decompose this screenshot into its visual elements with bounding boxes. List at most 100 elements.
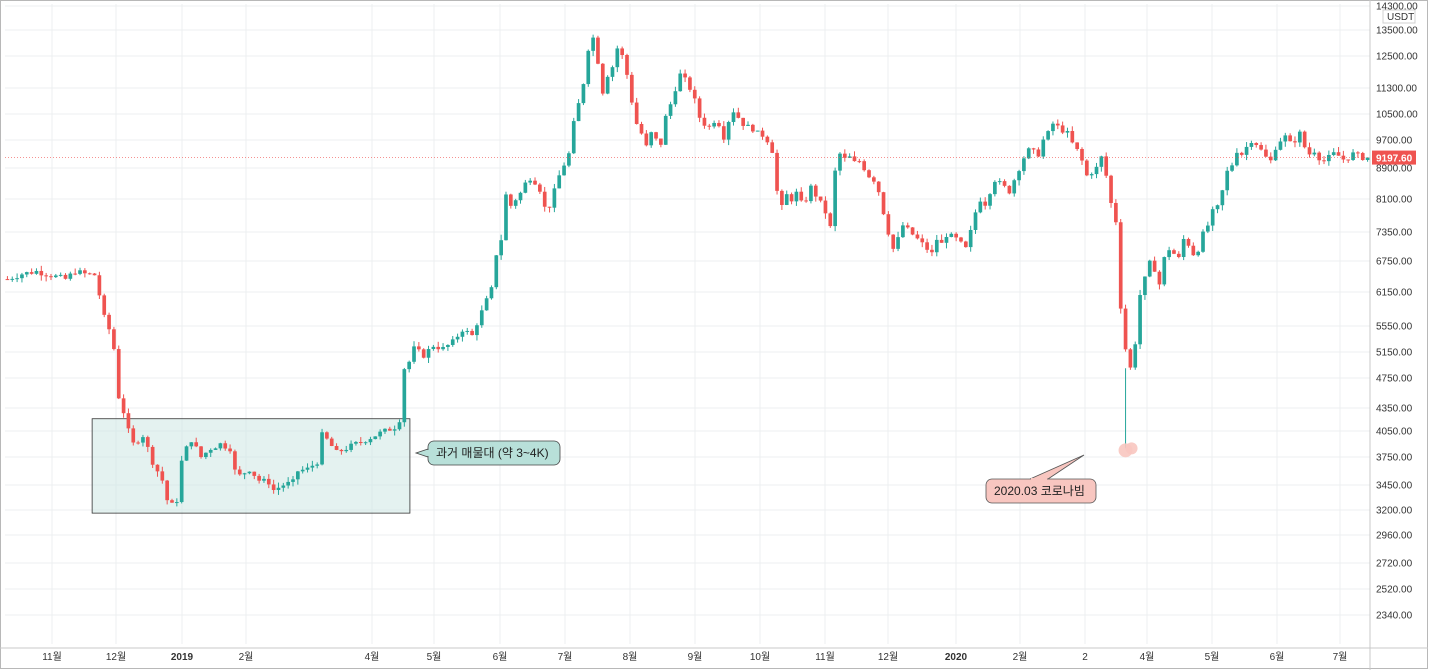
candle-body xyxy=(136,442,140,444)
candle-body xyxy=(305,467,310,470)
candle-body xyxy=(881,192,886,215)
candle-body xyxy=(1230,165,1234,171)
candle-body xyxy=(450,339,455,345)
candle-body xyxy=(73,273,78,275)
candle-body xyxy=(1365,157,1370,160)
candle-body xyxy=(896,237,900,249)
candle-body xyxy=(997,181,1002,183)
candle-body xyxy=(717,122,721,127)
candle-body xyxy=(852,156,857,162)
candle-body xyxy=(475,325,479,336)
candle-body xyxy=(842,153,847,158)
y-tick-label: 13500.00 xyxy=(1376,26,1418,37)
candle-body xyxy=(760,130,765,137)
candle-body xyxy=(44,275,48,277)
candle-body xyxy=(1041,139,1046,157)
candle-body xyxy=(538,184,542,192)
candle-body xyxy=(1312,152,1317,155)
candle-body xyxy=(828,213,833,227)
candle-body xyxy=(692,89,697,99)
candle-body xyxy=(1099,156,1104,167)
x-tick-label: 2월 xyxy=(1013,651,1028,663)
candle-body xyxy=(53,275,58,278)
y-tick-label: 6150.00 xyxy=(1376,288,1413,299)
candle-body xyxy=(547,206,552,208)
candle-body xyxy=(310,465,315,468)
support-callout-pointer xyxy=(414,448,429,458)
candle-body xyxy=(373,436,378,440)
candle-body xyxy=(1215,205,1220,210)
candle-body xyxy=(770,142,775,153)
candle-body xyxy=(383,428,387,432)
candle-body xyxy=(252,471,257,476)
x-tick-label: 11월 xyxy=(815,651,835,663)
candle-body xyxy=(1147,260,1152,277)
candle-body xyxy=(387,428,392,431)
y-tick-label: 11300.00 xyxy=(1376,84,1417,95)
candle-body xyxy=(1225,170,1230,191)
candle-body xyxy=(1297,131,1302,143)
candle-body xyxy=(1254,143,1259,146)
candle-body xyxy=(1036,149,1041,157)
x-tick-label: 10월 xyxy=(750,651,770,663)
candle-body xyxy=(663,115,668,145)
candle-body xyxy=(174,502,179,504)
candle-body xyxy=(576,103,581,122)
currency-label: USDT xyxy=(1387,12,1414,23)
candle-body xyxy=(1167,250,1171,258)
candle-body xyxy=(518,192,523,201)
y-tick-label: 8900.00 xyxy=(1376,164,1413,175)
y-tick-label: 5150.00 xyxy=(1376,348,1413,359)
candle-body xyxy=(1360,153,1365,160)
candle-body xyxy=(915,234,920,239)
y-tick-label: 2720.00 xyxy=(1376,559,1413,570)
candle-body xyxy=(233,451,237,470)
candle-body xyxy=(780,190,784,205)
candle-body xyxy=(155,464,160,472)
candle-body xyxy=(1172,250,1176,254)
candle-body xyxy=(218,443,223,449)
x-tick-label: 2월 xyxy=(239,651,254,663)
support-zone-box[interactable] xyxy=(91,418,411,514)
candle-body xyxy=(460,331,465,337)
candle-body xyxy=(1196,251,1201,256)
candle-body xyxy=(557,175,562,189)
candle-body xyxy=(1114,202,1118,223)
candle-body xyxy=(397,422,402,430)
candle-body xyxy=(1235,152,1239,166)
candle-body xyxy=(968,229,973,248)
candle-body xyxy=(1259,145,1263,150)
candle-body xyxy=(300,469,305,472)
candle-body xyxy=(678,73,683,92)
candle-body xyxy=(993,181,997,195)
candle-body xyxy=(789,194,794,202)
candle-body xyxy=(818,196,823,201)
candle-body xyxy=(455,336,460,340)
candle-body xyxy=(20,274,24,279)
candle-body xyxy=(736,112,741,118)
candle-body xyxy=(872,177,876,182)
candle-body xyxy=(1264,149,1268,157)
candle-body xyxy=(1055,123,1060,126)
candle-body xyxy=(1138,295,1142,345)
candle-body xyxy=(1331,152,1336,155)
candle-body xyxy=(29,272,34,274)
candle-body xyxy=(242,473,247,475)
x-tick-label: 12월 xyxy=(878,651,898,663)
candle-body xyxy=(499,240,503,256)
y-tick-label: 5550.00 xyxy=(1376,322,1413,333)
candle-body xyxy=(1317,152,1322,161)
candle-body xyxy=(615,48,620,68)
x-tick-label: 4월 xyxy=(365,651,380,663)
candle-body xyxy=(170,500,174,503)
corona-marker xyxy=(1125,442,1138,455)
candle-body xyxy=(838,153,842,171)
x-tick-label: 2019 xyxy=(171,652,194,663)
candle-body xyxy=(925,242,929,250)
candle-body xyxy=(34,270,39,274)
candle-body xyxy=(479,310,484,326)
candle-body xyxy=(165,480,169,501)
candle-body xyxy=(600,63,605,94)
candle-body xyxy=(1104,156,1109,176)
